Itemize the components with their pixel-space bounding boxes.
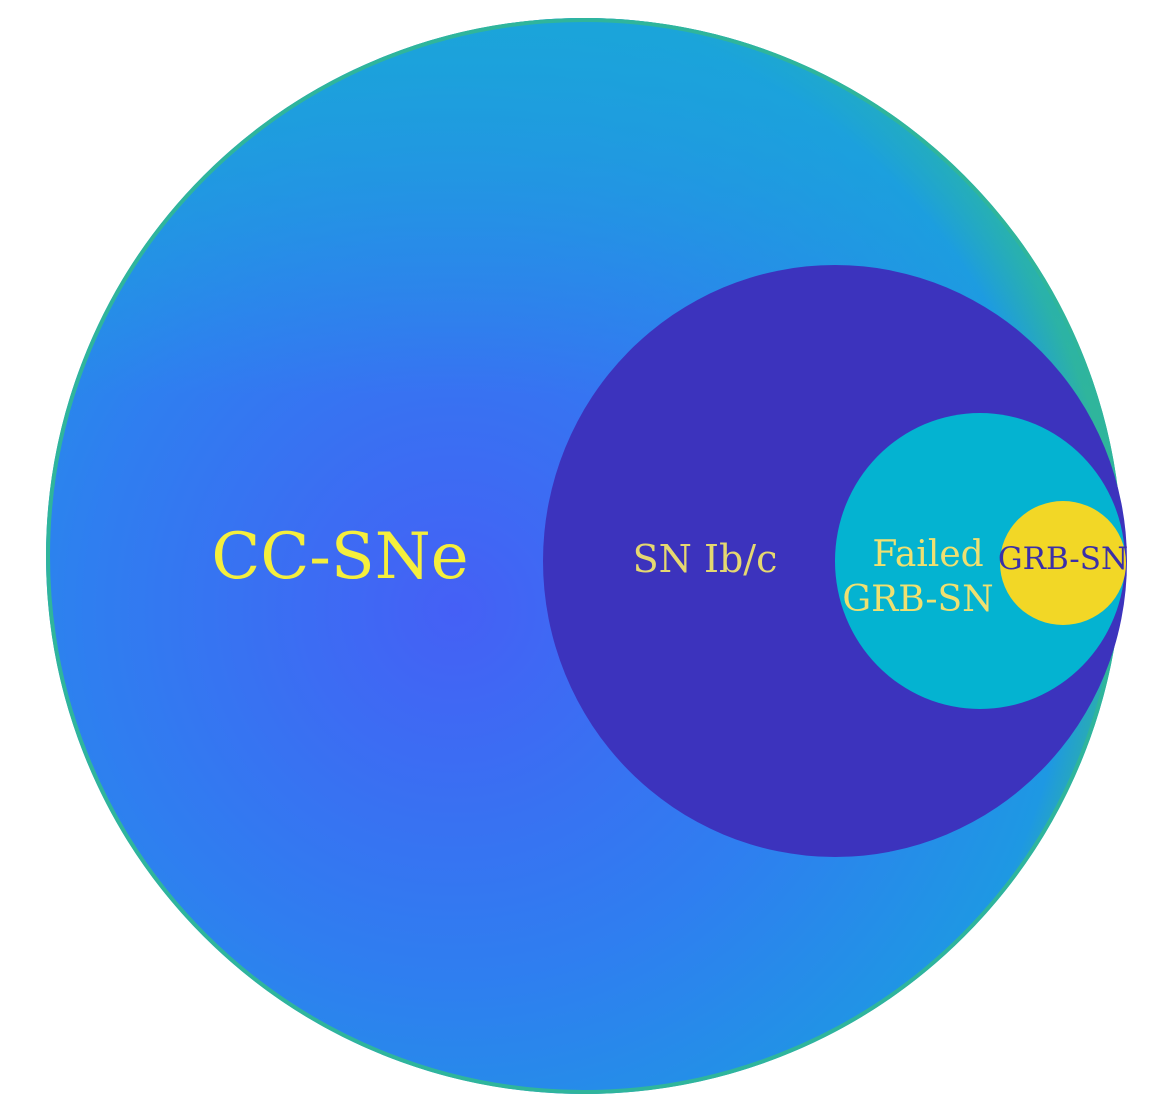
failed-grb-sn-label-line1: Failed [872,534,983,575]
grb-sn-ellipse [1000,501,1126,625]
grb-sn-label: GRB-SN [998,541,1128,577]
failed-grb-sn-label-line2: GRB-SN [842,579,993,620]
cc-sne-label: CC-SNe [211,520,468,594]
sn-ibc-label: SN Ib/c [633,537,778,581]
failed-grb-sn-ellipse [835,413,1125,709]
